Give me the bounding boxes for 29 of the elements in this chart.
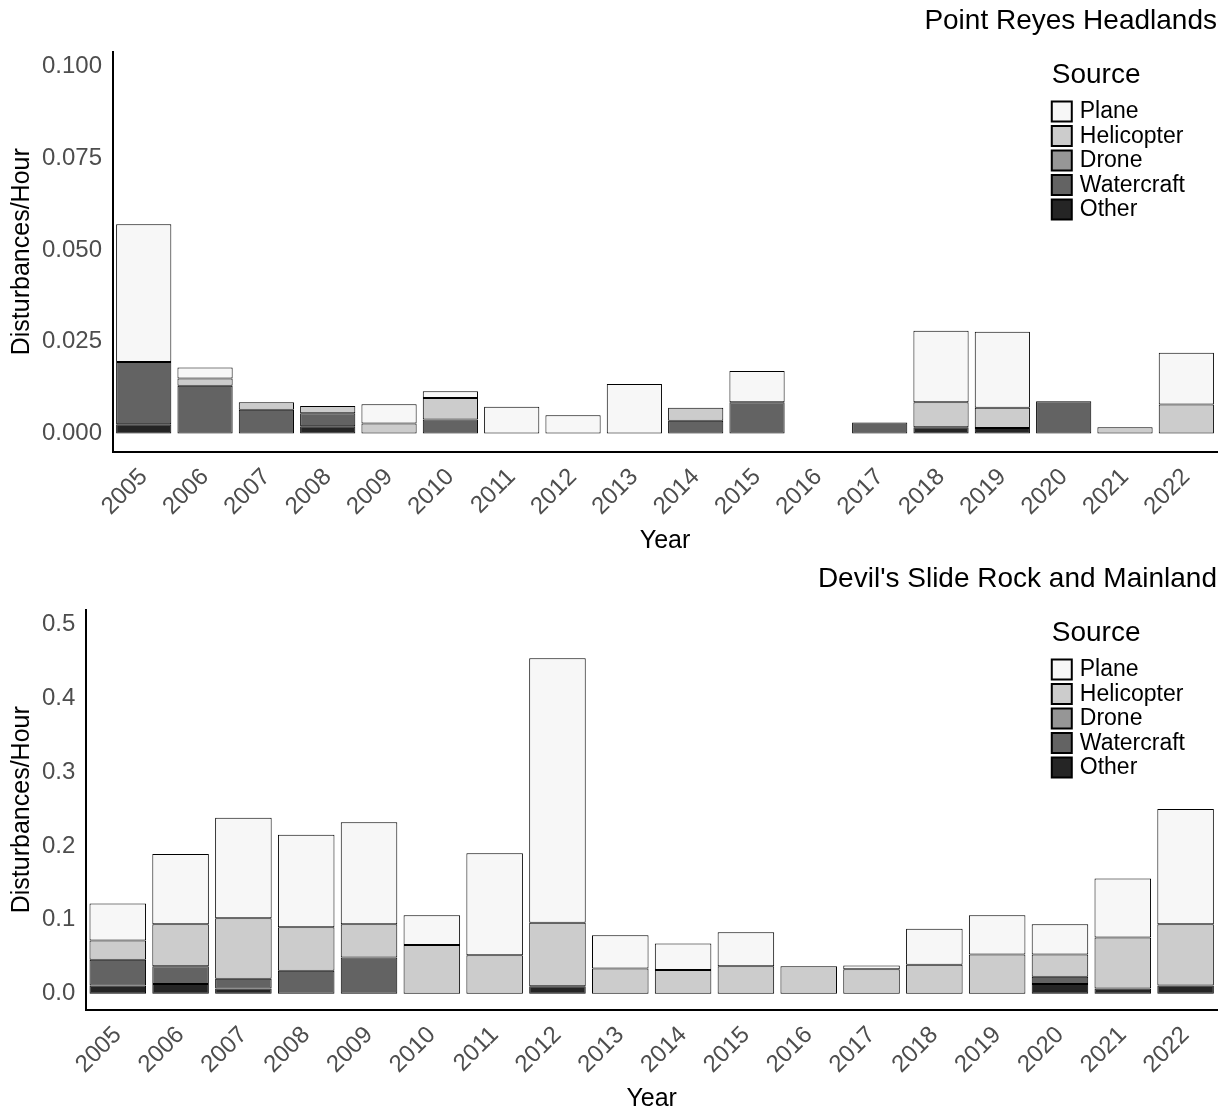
legend-label: Watercraft [1079,170,1186,197]
legend-title: Source [1051,616,1141,648]
legend-label: Plane [1079,655,1139,682]
legend-title: Source [1051,58,1141,90]
y-axis-title: Disturbances/Hour [5,148,34,356]
y-tick-label: 0.2 [41,830,76,858]
chart-title: Point Reyes Headlands [924,3,1217,35]
legend-label: Drone [1079,704,1143,731]
y-tick-label: 0.075 [42,142,103,170]
y-axis-title: Disturbances/Hour [5,706,34,914]
y-tick-label: 0.4 [41,682,76,710]
legend-label: Watercraft [1079,728,1186,755]
x-axis-title: Year [626,1082,677,1111]
y-tick-label: 0.050 [42,234,103,262]
y-tick-label: 0.025 [42,326,103,354]
y-tick-label: 0.3 [41,756,76,784]
legend-label: Other [1079,753,1138,780]
legend-label: Plane [1079,97,1139,124]
legend-label: Drone [1079,146,1143,173]
y-tick-label: 0.000 [42,418,103,446]
y-tick-label: 0.5 [41,609,76,636]
y-tick-label: 0.100 [42,50,103,78]
y-tick-label: 0.0 [41,978,76,1006]
legend-label: Helicopter [1079,121,1184,148]
legend-label: Helicopter [1079,679,1184,706]
chart-title: Devil's Slide Rock and Mainland [817,561,1217,593]
x-axis-title: Year [639,524,691,553]
y-tick-label: 0.1 [41,904,76,932]
legend-label: Other [1079,195,1138,222]
